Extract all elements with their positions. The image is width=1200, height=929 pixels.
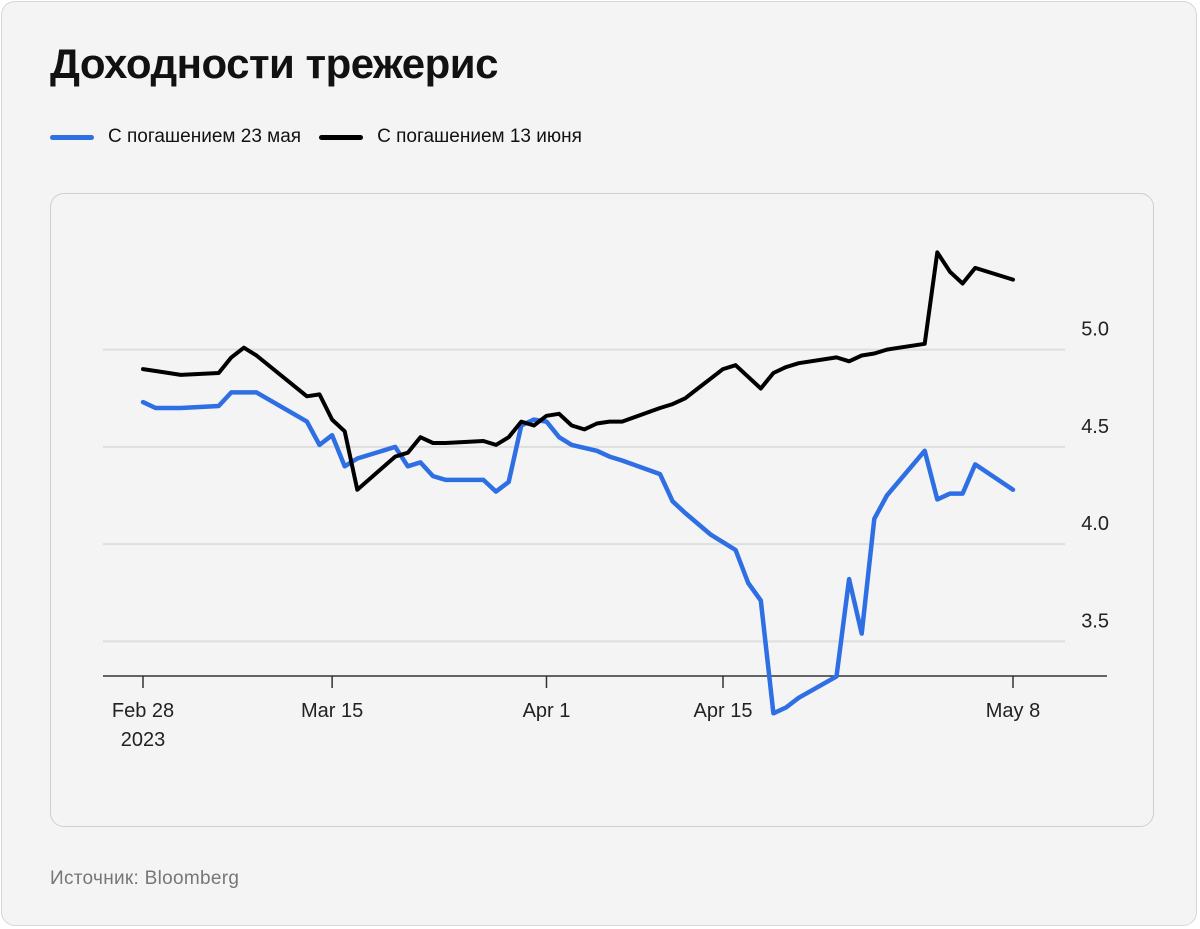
legend-item-may23: С погашением 23 мая [50, 126, 301, 148]
y-tick-label: 5.0 [1081, 319, 1109, 341]
chart-title: Доходности трежерис [50, 40, 498, 87]
source-note: Источник: Bloomberg [50, 868, 240, 889]
series-line-may23 [140, 390, 1016, 716]
series-line-jun13 [141, 250, 1015, 492]
x-tick-sublabel: 2023 [121, 729, 166, 751]
legend-label-jun13: С погашением 13 июня [377, 126, 582, 147]
x-tick-label: Mar 15 [301, 700, 363, 722]
legend-label-may23: С погашением 23 мая [108, 126, 302, 147]
x-tick-label: Apr 15 [694, 700, 753, 722]
y-tick-label: 4.0 [1081, 513, 1109, 535]
plot-area: 5.0 4.5 4.0 3.5 Feb 28 2023 Mar 15 Apr 1 Apr 15 M… [50, 193, 1154, 827]
y-tick-label: 4.5 [1081, 416, 1109, 438]
x-tick-label: Feb 28 [112, 700, 174, 722]
x-tick-label: May 8 [986, 700, 1040, 722]
x-tick-label: Apr 1 [523, 700, 571, 722]
legend-swatch-may23 [50, 134, 94, 140]
y-tick-label: 3.5 [1081, 610, 1109, 632]
line-chart: 5.0 4.5 4.0 3.5 Feb 28 2023 Mar 15 Apr 1 Apr 15 M… [103, 250, 1109, 751]
chart-legend: С погашением 23 мая С погашением 13 июня [50, 126, 600, 148]
legend-swatch-jun13 [319, 134, 364, 140]
legend-item-jun13: С погашением 13 июня [319, 126, 582, 148]
